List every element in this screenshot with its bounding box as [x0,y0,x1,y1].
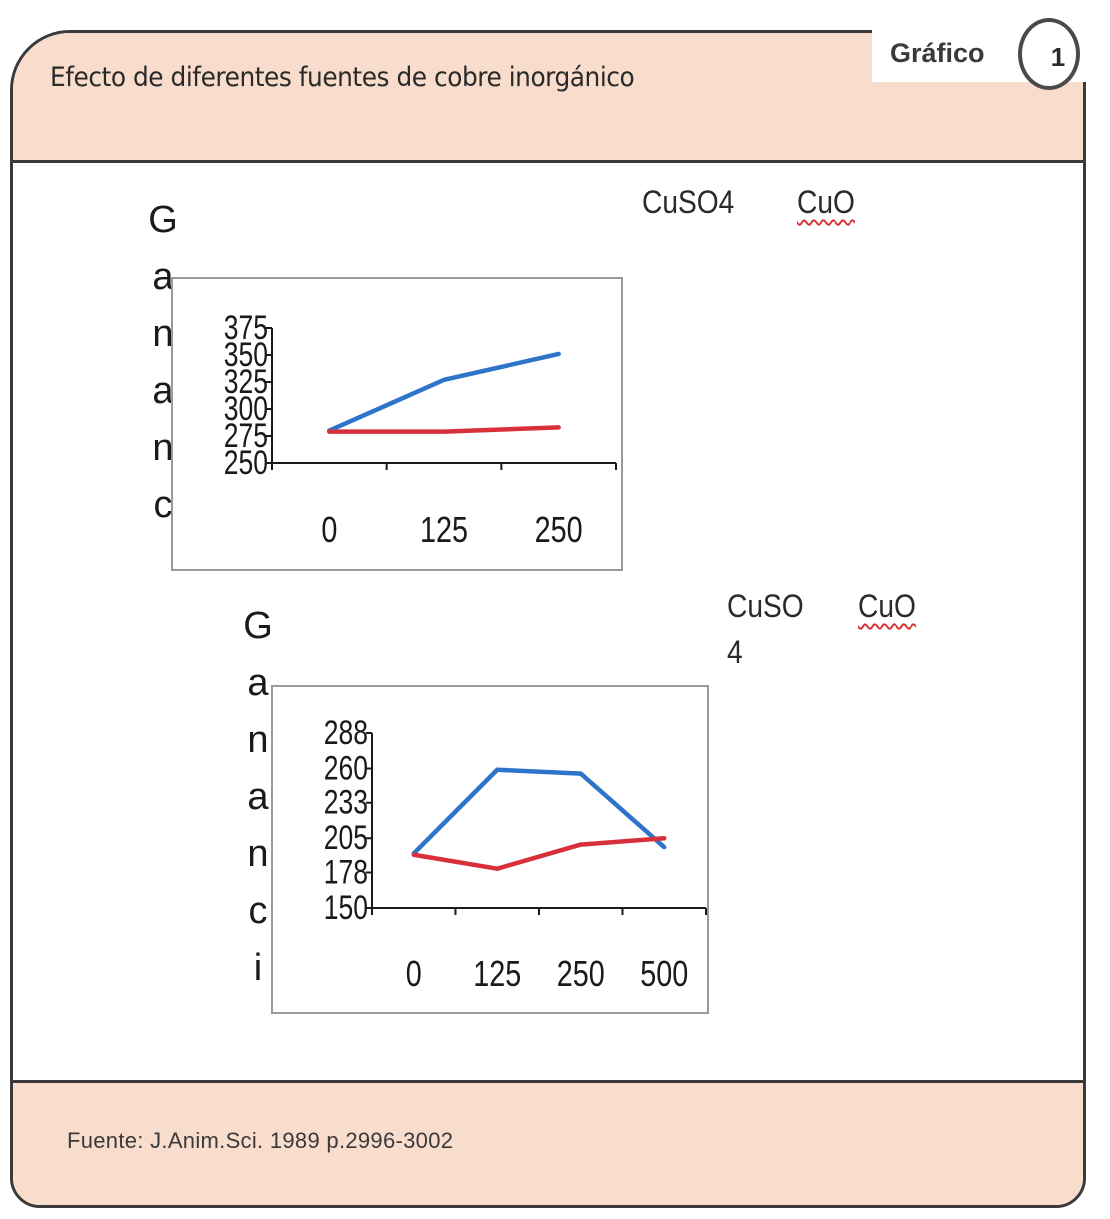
page-title: Efecto de diferentes fuentes de cobre in… [50,62,635,93]
chart2-y-tick-label: 233 [324,784,368,822]
chart1-plot-frame [171,277,623,571]
chart1-y-tick-label: 300 [224,390,268,428]
chart2-ylabel: G a n a n c i [243,598,273,997]
chart1-ylabel-char: n [152,313,174,355]
chart2-x-tick-label: 250 [557,953,605,994]
chart1-ylabel-char: n [152,427,174,469]
chart1-legend-cuo: CuO [797,184,855,220]
grafico-label: Gráfico [890,38,985,68]
chart2-ylabel-char: c [248,890,268,932]
chart2-y-tick-label: 288 [324,714,368,752]
chart2-plot-frame [271,685,709,1014]
chart1-ylabel: G a n a n c [148,192,178,534]
chart2-series-line [411,767,667,856]
chart1-ylabel-char: a [152,370,174,412]
chart2-x-tick-label: 0 [406,953,422,994]
chart2-x-tick-label: 500 [640,953,688,994]
figure-number-badge [1018,18,1080,90]
chart2-y-tick-label: 205 [324,819,368,857]
chart1-legend-cuso4: CuSO4 [642,184,735,220]
chart2-ylabel-char: n [247,719,269,761]
chart2-ylabel-char: n [247,833,269,875]
chart2-y-tick-label: 178 [324,853,368,891]
chart1-y-tick-label: 350 [224,336,268,374]
chart2-ylabel-char: a [247,776,269,818]
chart2-legend-cuo: CuO [858,588,916,624]
chart2-ylabel-char: a [247,662,269,704]
source-citation: Fuente: J.Anim.Sci. 1989 p.2996-3002 [67,1128,454,1153]
chart1-ylabel-char: a [152,256,174,298]
chart2-ylabel-char: G [243,605,273,647]
chart2-x-tick-label: 125 [473,953,521,994]
chart1-y-tick-label: 325 [224,363,268,401]
chart2-series-line [411,836,667,871]
chart1-y-tick-label: 375 [224,309,268,347]
chart1-ylabel-char: c [153,484,173,526]
chart1-x-tick-label: 250 [535,509,583,550]
chart2-ylabel-char: i [253,947,263,989]
chart2-y-tick-label: 260 [324,749,368,787]
footer-band [13,1080,1083,1205]
chart2-y-tick-label: 150 [324,889,368,927]
figure-number: 1 [1050,42,1066,72]
chart2-legend-cuso4-subscript: 4 [727,634,743,670]
chart1-y-tick-label: 250 [224,444,268,482]
chart1-y-tick-label: 275 [224,417,268,455]
chart2-legend-cuso4: CuSO [727,588,804,624]
chart1-x-tick-label: 0 [321,509,337,550]
chart1-x-tick-label: 125 [420,509,468,550]
chart1-ylabel-char: G [148,199,178,241]
